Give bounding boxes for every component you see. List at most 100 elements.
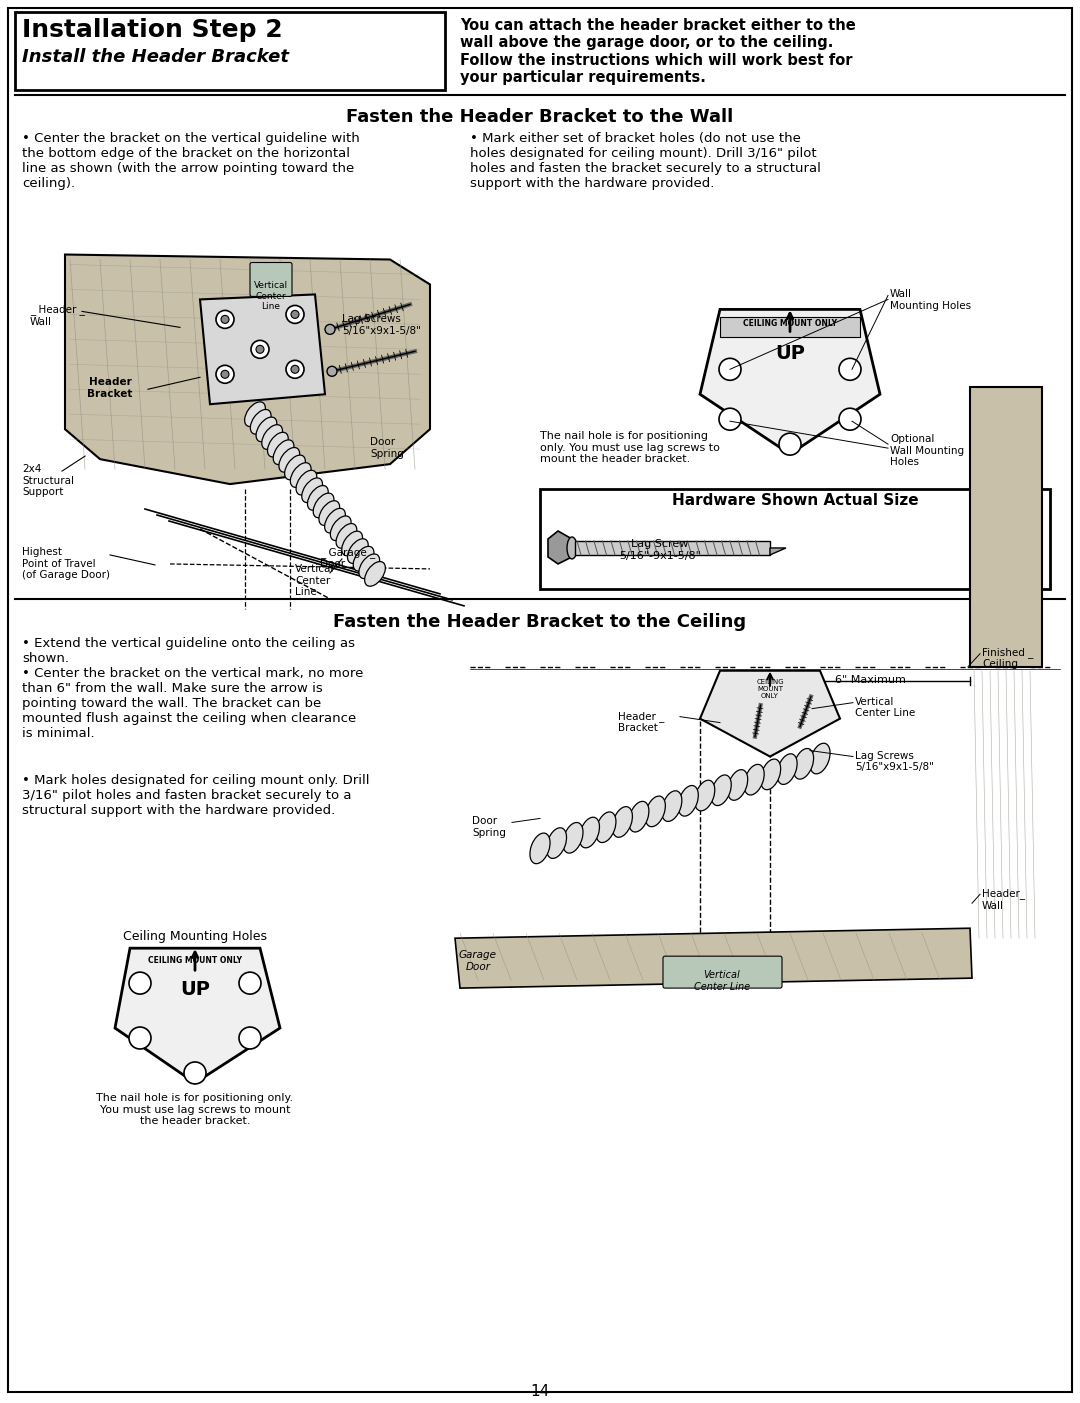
Polygon shape — [700, 310, 880, 455]
Ellipse shape — [256, 417, 276, 442]
Ellipse shape — [325, 508, 346, 533]
Bar — [720, 317, 860, 337]
Polygon shape — [548, 530, 572, 564]
Ellipse shape — [694, 780, 715, 811]
Circle shape — [216, 365, 234, 383]
Ellipse shape — [313, 492, 334, 518]
Text: _ Garage _
Door: _ Garage _ Door — [320, 547, 375, 570]
Ellipse shape — [291, 463, 311, 487]
Bar — [15, 13, 445, 90]
Ellipse shape — [279, 448, 299, 473]
Text: Header _
Bracket: Header _ Bracket — [618, 711, 664, 734]
Circle shape — [256, 345, 264, 354]
Text: CEILING
MOUNT
ONLY: CEILING MOUNT ONLY — [756, 679, 784, 699]
Text: Lag Screw
5/16"-9x1-5/8": Lag Screw 5/16"-9x1-5/8" — [619, 539, 701, 561]
Text: Fasten the Header Bracket to the Wall: Fasten the Header Bracket to the Wall — [347, 108, 733, 126]
Circle shape — [239, 1027, 261, 1049]
Polygon shape — [455, 929, 972, 988]
Ellipse shape — [308, 485, 328, 511]
Ellipse shape — [268, 432, 288, 457]
Text: Vertical
Center Line: Vertical Center Line — [694, 969, 751, 992]
Ellipse shape — [777, 753, 797, 784]
Ellipse shape — [336, 523, 356, 549]
Ellipse shape — [330, 516, 351, 540]
Polygon shape — [200, 295, 325, 404]
Circle shape — [839, 358, 861, 380]
Text: Wall
Mounting Holes: Wall Mounting Holes — [890, 289, 971, 311]
Ellipse shape — [612, 807, 633, 838]
Circle shape — [719, 408, 741, 431]
Ellipse shape — [711, 774, 731, 805]
Ellipse shape — [678, 786, 699, 817]
FancyBboxPatch shape — [663, 957, 782, 988]
Text: Garage
Door: Garage Door — [459, 950, 497, 972]
Polygon shape — [770, 549, 786, 556]
Text: Hardware Shown Actual Size: Hardware Shown Actual Size — [672, 492, 918, 508]
Ellipse shape — [596, 812, 616, 843]
Circle shape — [184, 1062, 206, 1085]
Ellipse shape — [245, 401, 266, 427]
Text: Vertical
Center
Line: Vertical Center Line — [254, 282, 288, 311]
Polygon shape — [65, 254, 430, 484]
Circle shape — [291, 365, 299, 373]
Ellipse shape — [341, 532, 363, 556]
Text: • Center the bracket on the vertical guideline with
the bottom edge of the brack: • Center the bracket on the vertical gui… — [22, 132, 360, 189]
Ellipse shape — [296, 470, 316, 495]
Polygon shape — [700, 671, 840, 756]
Ellipse shape — [744, 765, 765, 796]
Circle shape — [221, 370, 229, 379]
Ellipse shape — [629, 801, 649, 832]
Ellipse shape — [365, 561, 386, 586]
Ellipse shape — [546, 828, 567, 859]
Text: UP: UP — [775, 344, 805, 363]
Text: Header
Bracket: Header Bracket — [87, 377, 133, 398]
Circle shape — [325, 324, 335, 334]
Circle shape — [839, 408, 861, 431]
Text: _ Header _
Wall: _ Header _ Wall — [30, 304, 85, 327]
Circle shape — [129, 972, 151, 995]
Ellipse shape — [579, 817, 599, 847]
Text: Fasten the Header Bracket to the Ceiling: Fasten the Header Bracket to the Ceiling — [334, 613, 746, 631]
Text: • Mark holes designated for ceiling mount only. Drill
3/16" pilot holes and fast: • Mark holes designated for ceiling moun… — [22, 773, 369, 817]
Text: Vertical
Center Line: Vertical Center Line — [855, 697, 915, 718]
Circle shape — [129, 1027, 151, 1049]
Text: The nail hole is for positioning
only. You must use lag screws to
mount the head: The nail hole is for positioning only. Y… — [540, 431, 720, 464]
Circle shape — [251, 341, 269, 358]
Text: Installation Step 2: Installation Step 2 — [22, 18, 283, 42]
Circle shape — [216, 310, 234, 328]
Text: Lag Screws
5/16"x9x1-5/8": Lag Screws 5/16"x9x1-5/8" — [342, 314, 421, 335]
Text: Finished _
Ceiling: Finished _ Ceiling — [982, 647, 1034, 669]
Text: CEILING MOUNT ONLY: CEILING MOUNT ONLY — [743, 320, 837, 328]
Ellipse shape — [251, 410, 271, 434]
Text: • Mark either set of bracket holes (do not use the
holes designated for ceiling : • Mark either set of bracket holes (do n… — [470, 132, 821, 189]
Text: CEILING MOUNT ONLY: CEILING MOUNT ONLY — [148, 957, 242, 965]
Text: Door
Spring: Door Spring — [472, 817, 505, 838]
Text: You can attach the header bracket either to the
wall above the garage door, or t: You can attach the header bracket either… — [460, 18, 855, 86]
FancyBboxPatch shape — [249, 262, 292, 296]
Text: 14: 14 — [530, 1385, 550, 1399]
Ellipse shape — [567, 537, 577, 558]
Circle shape — [286, 306, 303, 323]
Text: Highest
Point of Travel
(of Garage Door): Highest Point of Travel (of Garage Door) — [22, 547, 110, 581]
Ellipse shape — [319, 501, 339, 525]
Text: Door
Spring: Door Spring — [370, 438, 404, 459]
Ellipse shape — [359, 554, 380, 578]
Ellipse shape — [645, 796, 665, 826]
Text: • Extend the vertical guideline onto the ceiling as
shown.: • Extend the vertical guideline onto the… — [22, 637, 355, 665]
Text: Install the Header Bracket: Install the Header Bracket — [22, 48, 289, 66]
Text: Optional
Wall Mounting
Holes: Optional Wall Mounting Holes — [890, 434, 964, 467]
Ellipse shape — [353, 546, 374, 571]
Text: The nail hole is for positioning only.
You must use lag screws to mount
the head: The nail hole is for positioning only. Y… — [96, 1093, 294, 1127]
Ellipse shape — [530, 833, 550, 864]
Ellipse shape — [728, 770, 747, 800]
Text: 2x4
Structural
Support: 2x4 Structural Support — [22, 464, 75, 497]
Text: 6" Maximum: 6" Maximum — [835, 675, 905, 685]
Ellipse shape — [563, 822, 583, 853]
Ellipse shape — [760, 759, 781, 790]
Ellipse shape — [273, 441, 294, 464]
Bar — [970, 387, 1042, 666]
Circle shape — [239, 972, 261, 995]
Bar — [540, 490, 1050, 589]
Text: Header_
Wall: Header_ Wall — [982, 888, 1025, 911]
Ellipse shape — [662, 791, 681, 821]
